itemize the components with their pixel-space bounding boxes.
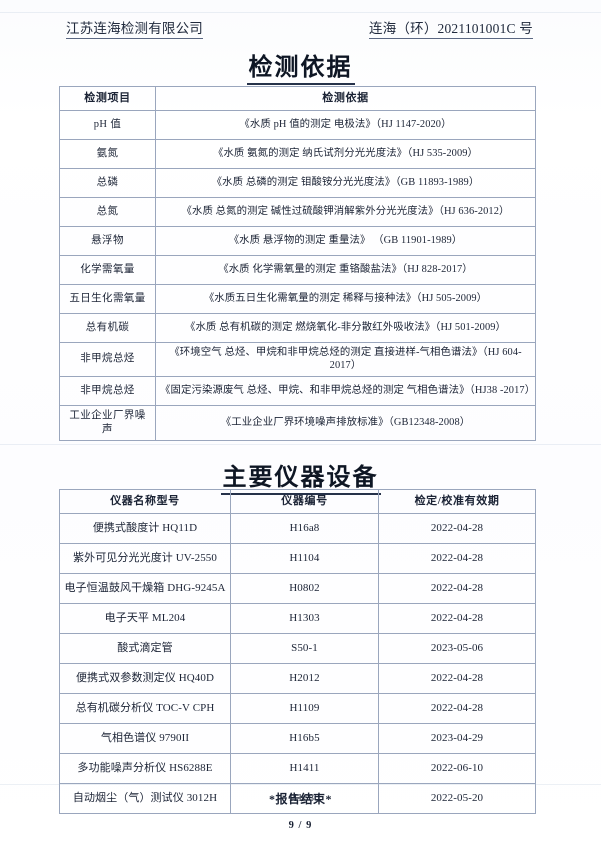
table-row: 非甲烷总烃 《固定污染源废气 总烃、甲烷、和非甲烷总烃的测定 气相色谱法》（HJ3… bbox=[59, 375, 536, 406]
equipment-number: H16b5 bbox=[230, 722, 379, 754]
equipment-name: 电子天平 ML204 bbox=[59, 602, 231, 634]
scan-band bbox=[0, 12, 601, 13]
equipment-name: 便携式双参数测定仪 HQ40D bbox=[59, 662, 231, 694]
detection-item: 五日生化需氧量 bbox=[59, 283, 156, 314]
detection-basis: 《水质 pH 值的测定 电极法》（HJ 1147-2020） bbox=[155, 109, 536, 140]
detection-basis: 《水质 总磷的测定 钼酸铵分光光度法》（GB 11893-1989） bbox=[155, 167, 536, 198]
company-name: 江苏连海检测有限公司 bbox=[66, 17, 203, 39]
detection-basis: 《水质 总氮的测定 碱性过硫酸钾消解紫外分光光度法》（HJ 636-2012） bbox=[155, 196, 536, 227]
equipment-validity: 2023-05-06 bbox=[378, 632, 536, 664]
table-row: 电子天平 ML204 H1303 2022-04-28 bbox=[59, 602, 536, 634]
detection-basis: 《工业企业厂界环境噪声排放标准》（GB12348-2008） bbox=[155, 404, 536, 441]
table-row: 自动烟尘（气）测试仪 3012H H1680 2022-05-20 bbox=[59, 782, 536, 814]
equipment-validity: 2022-04-28 bbox=[378, 512, 536, 544]
report-end-mark: *报告结束* bbox=[268, 792, 332, 806]
section-title-basis: 检测依据 bbox=[0, 47, 601, 85]
equipment-table: 仪器名称型号 仪器编号 检定/校准有效期 便携式酸度计 HQ11D H16a8 20… bbox=[59, 489, 536, 814]
table-row: 紫外可见分光光度计 UV-2550 H1104 2022-04-28 bbox=[59, 542, 536, 574]
detection-basis: 《水质 悬浮物的测定 重量法》 （GB 11901-1989） bbox=[155, 225, 536, 256]
column-header-item: 检测项目 bbox=[59, 86, 156, 111]
equipment-name: 总有机碳分析仪 TOC-V CPH bbox=[59, 692, 231, 724]
table-row: 总有机碳分析仪 TOC-V CPH H1109 2022-04-28 bbox=[59, 692, 536, 724]
equipment-name: 酸式滴定管 bbox=[59, 632, 231, 664]
section-title-equipment-text: 主要仪器设备 bbox=[220, 465, 381, 495]
table-header-row: 仪器名称型号 仪器编号 检定/校准有效期 bbox=[59, 489, 536, 514]
column-header-validity: 检定/校准有效期 bbox=[378, 489, 536, 514]
equipment-validity: 2022-06-10 bbox=[378, 752, 536, 784]
table-row: 酸式滴定管 S50-1 2023-05-06 bbox=[59, 632, 536, 664]
detection-item: 总氮 bbox=[59, 196, 156, 227]
equipment-name: 电子恒温鼓风干燥箱 DHG-9245A bbox=[59, 572, 231, 604]
detection-basis-table: 检测项目 检测依据 pH 值《水质 pH 值的测定 电极法》（HJ 1147-2… bbox=[59, 86, 536, 441]
equipment-number: H1104 bbox=[230, 542, 379, 574]
column-header-basis: 检测依据 bbox=[155, 86, 536, 111]
table-row: 工业企业厂界噪声 《工业企业厂界环境噪声排放标准》（GB12348-2008） bbox=[59, 404, 536, 441]
table-row: pH 值《水质 pH 值的测定 电极法》（HJ 1147-2020） bbox=[59, 109, 536, 140]
equipment-name: 便携式酸度计 HQ11D bbox=[59, 512, 231, 544]
section-title-basis-text: 检测依据 bbox=[246, 55, 355, 85]
equipment-name: 多功能噪声分析仪 HS6288E bbox=[59, 752, 231, 784]
detection-basis: 《水质五日生化需氧量的测定 稀释与接种法》（HJ 505-2009） bbox=[155, 283, 536, 314]
table-row: 便携式双参数测定仪 HQ40D H2012 2022-04-28 bbox=[59, 662, 536, 694]
equipment-number: H16a8 bbox=[230, 512, 379, 544]
column-header-equipment-no: 仪器编号 bbox=[230, 489, 379, 514]
table-row: 总有机碳 《水质 总有机碳的测定 燃烧氧化-非分散红外吸收法》（HJ 501-20… bbox=[59, 312, 536, 343]
detection-item: 悬浮物 bbox=[59, 225, 156, 256]
equipment-validity: 2022-05-20 bbox=[378, 782, 536, 814]
equipment-name: 气相色谱仪 9790II bbox=[59, 722, 231, 754]
table-row: 五日生化需氧量 《水质五日生化需氧量的测定 稀释与接种法》（HJ 505-2009… bbox=[59, 283, 536, 314]
table-row: 便携式酸度计 HQ11D H16a8 2022-04-28 bbox=[59, 512, 536, 544]
detection-basis: 《水质 氨氮的测定 纳氏试剂分光光度法》（HJ 535-2009） bbox=[155, 138, 536, 169]
table-row: 氨氮 《水质 氨氮的测定 纳氏试剂分光光度法》（HJ 535-2009） bbox=[59, 138, 536, 169]
detection-item: 氨氮 bbox=[59, 138, 156, 169]
equipment-number: H1109 bbox=[230, 692, 379, 724]
detection-item: 总磷 bbox=[59, 167, 156, 198]
table-row: 总氮 《水质 总氮的测定 碱性过硫酸钾消解紫外分光光度法》（HJ 636-2012… bbox=[59, 196, 536, 227]
table-row: 总磷 《水质 总磷的测定 钼酸铵分光光度法》（GB 11893-1989） bbox=[59, 167, 536, 198]
equipment-validity: 2022-04-28 bbox=[378, 662, 536, 694]
detection-item: 总有机碳 bbox=[59, 312, 156, 343]
table-row: 多功能噪声分析仪 HS6288E H1411 2022-06-10 bbox=[59, 752, 536, 784]
page-number: 9 / 9 bbox=[288, 820, 313, 831]
column-header-equipment-name: 仪器名称型号 bbox=[59, 489, 231, 514]
equipment-number: H1303 bbox=[230, 602, 379, 634]
equipment-name: 自动烟尘（气）测试仪 3012H bbox=[59, 782, 231, 814]
equipment-validity: 2023-04-29 bbox=[378, 722, 536, 754]
document-header: 江苏连海检测有限公司 连海（环）2021101001C 号 bbox=[59, 17, 535, 39]
detection-item: 化学需氧量 bbox=[59, 254, 156, 285]
detection-item: 非甲烷总烃 bbox=[59, 375, 156, 406]
table-row: 气相色谱仪 9790II H16b5 2023-04-29 bbox=[59, 722, 536, 754]
equipment-validity: 2022-04-28 bbox=[378, 692, 536, 724]
equipment-number: H2012 bbox=[230, 662, 379, 694]
section-title-equipment: 主要仪器设备 bbox=[0, 457, 601, 495]
equipment-number: H0802 bbox=[230, 572, 379, 604]
equipment-number: H1411 bbox=[230, 752, 379, 784]
table-row: 电子恒温鼓风干燥箱 DHG-9245A H0802 2022-04-28 bbox=[59, 572, 536, 604]
table-row: 非甲烷总烃 《环境空气 总烃、甲烷和非甲烷总烃的测定 直接进样-气相色谱法》（HJ… bbox=[59, 341, 536, 377]
equipment-name: 紫外可见分光光度计 UV-2550 bbox=[59, 542, 231, 574]
equipment-validity: 2022-04-28 bbox=[378, 572, 536, 604]
table-row: 化学需氧量 《水质 化学需氧量的测定 重铬酸盐法》（HJ 828-2017） bbox=[59, 254, 536, 285]
detection-item: pH 值 bbox=[59, 109, 156, 140]
detection-basis: 《水质 化学需氧量的测定 重铬酸盐法》（HJ 828-2017） bbox=[155, 254, 536, 285]
detection-item: 非甲烷总烃 bbox=[59, 341, 156, 377]
report-number: 连海（环）2021101001C 号 bbox=[369, 17, 533, 39]
table-header-row: 检测项目 检测依据 bbox=[59, 86, 536, 111]
detection-item: 工业企业厂界噪声 bbox=[59, 404, 156, 441]
equipment-validity: 2022-04-28 bbox=[378, 602, 536, 634]
detection-basis: 《水质 总有机碳的测定 燃烧氧化-非分散红外吸收法》（HJ 501-2009） bbox=[155, 312, 536, 343]
table-row: 悬浮物 《水质 悬浮物的测定 重量法》 （GB 11901-1989） bbox=[59, 225, 536, 256]
detection-basis: 《环境空气 总烃、甲烷和非甲烷总烃的测定 直接进样-气相色谱法》（HJ 604-… bbox=[155, 341, 536, 377]
equipment-validity: 2022-04-28 bbox=[378, 542, 536, 574]
detection-basis: 《固定污染源废气 总烃、甲烷、和非甲烷总烃的测定 气相色谱法》（HJ38 -20… bbox=[155, 375, 536, 406]
equipment-number: S50-1 bbox=[230, 632, 379, 664]
scan-band bbox=[0, 444, 601, 445]
